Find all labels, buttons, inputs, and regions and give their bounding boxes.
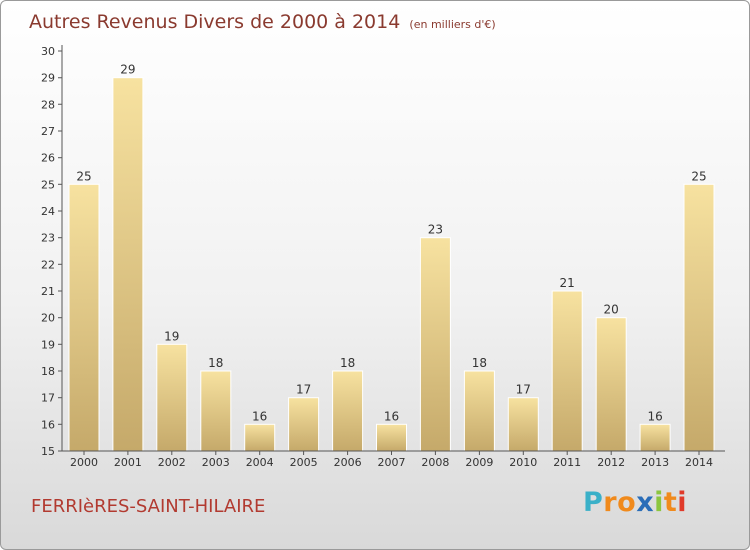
data-label-2013: 16 <box>647 409 662 423</box>
logo-letter: x <box>636 487 655 518</box>
data-label-2000: 25 <box>76 169 91 183</box>
y-tick-label-28: 28 <box>41 98 55 111</box>
bar-2011 <box>551 290 583 452</box>
bar-2007 <box>376 423 407 452</box>
y-tick-label-19: 19 <box>41 338 55 351</box>
y-tick-label-24: 24 <box>41 205 55 218</box>
data-label-2008: 23 <box>428 223 443 237</box>
chart-title: Autres Revenus Divers de 2000 à 2014 (en… <box>29 11 496 33</box>
y-tick-label-26: 26 <box>41 152 55 165</box>
axes: 2000 2001 2002 2003 2004 2005 2006 2007 2008 2009… <box>41 45 725 469</box>
data-label-2011: 21 <box>560 276 575 290</box>
x-tick-label-2006: 2006 <box>334 456 362 469</box>
y-tick-label-15: 15 <box>41 445 55 458</box>
bar-2009 <box>463 370 495 452</box>
y-tick-label-30: 30 <box>41 45 55 58</box>
y-tick-label-16: 16 <box>41 418 55 431</box>
data-label-2004: 16 <box>252 409 267 423</box>
y-tick-label-17: 17 <box>41 392 55 405</box>
bar-2008 <box>419 237 451 452</box>
bar-2010 <box>507 397 539 452</box>
x-tick-label-2009: 2009 <box>465 456 493 469</box>
y-tick-label-29: 29 <box>41 72 55 85</box>
x-tick-label-2007: 2007 <box>378 456 406 469</box>
x-tick-label-2003: 2003 <box>202 456 230 469</box>
x-tick-label-2014: 2014 <box>685 456 713 469</box>
x-tick-label-2008: 2008 <box>421 456 449 469</box>
data-label-2012: 20 <box>604 303 619 317</box>
y-tick-label-23: 23 <box>41 232 55 245</box>
data-label-2003: 18 <box>208 356 223 370</box>
x-tick-label-2012: 2012 <box>597 456 625 469</box>
data-label-2014: 25 <box>691 169 706 183</box>
x-tick-label-2004: 2004 <box>246 456 274 469</box>
x-tick-label-2010: 2010 <box>509 456 537 469</box>
logo-letter: t <box>663 487 678 518</box>
logo-letter: P <box>583 487 604 518</box>
chart-title-main: Autres Revenus Divers de 2000 à 2014 <box>29 11 401 33</box>
y-tick-label-22: 22 <box>41 258 55 271</box>
bar-2003 <box>200 370 232 452</box>
data-label-2010: 17 <box>516 383 531 397</box>
bar-2004 <box>244 423 276 452</box>
x-tick-label-2000: 2000 <box>70 456 98 469</box>
data-label-2002: 19 <box>164 329 179 343</box>
bar-2005 <box>288 397 320 452</box>
y-tick-label-25: 25 <box>41 178 55 191</box>
x-tick-label-2005: 2005 <box>290 456 318 469</box>
x-tick-label-2001: 2001 <box>114 456 142 469</box>
data-label-2009: 18 <box>472 356 487 370</box>
bar-2013 <box>639 423 671 452</box>
bar-2014 <box>683 183 715 452</box>
data-label-2001: 29 <box>120 63 135 77</box>
y-tick-label-18: 18 <box>41 365 55 378</box>
bar-2006 <box>332 370 364 452</box>
y-tick-label-21: 21 <box>41 285 55 298</box>
proxiti-logo: Proxiti <box>583 487 687 518</box>
x-tick-label-2011: 2011 <box>553 456 581 469</box>
bar-group: 25 29 19 18 16 17 18 16 23 18 17 21 20 16 25 <box>68 63 715 452</box>
y-tick-label-27: 27 <box>41 125 55 138</box>
logo-letter: r <box>603 487 618 518</box>
logo-letter: i <box>677 487 688 518</box>
logo-letter: o <box>617 487 637 518</box>
x-tick-label-2013: 2013 <box>641 456 669 469</box>
data-label-2005: 17 <box>296 383 311 397</box>
logo-letter: i <box>654 487 664 518</box>
bar-2001 <box>112 77 144 452</box>
data-label-2006: 18 <box>340 356 355 370</box>
x-tick-label-2002: 2002 <box>158 456 186 469</box>
data-label-2007: 16 <box>384 409 399 423</box>
y-tick-label-20: 20 <box>41 312 55 325</box>
chart-title-unit: (en milliers d'€) <box>409 18 496 31</box>
bar-2000 <box>68 183 100 452</box>
bar-2002 <box>156 343 188 452</box>
commune-name: FERRIèRES-SAINT-HILAIRE <box>31 496 266 517</box>
bar-2012 <box>595 317 627 452</box>
